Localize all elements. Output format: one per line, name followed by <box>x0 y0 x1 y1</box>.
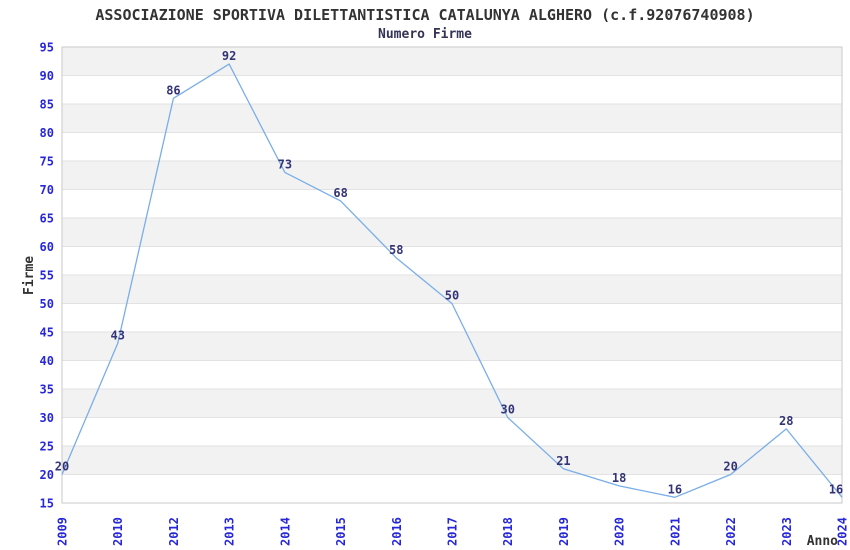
plot-band <box>62 446 842 475</box>
point-label: 20 <box>723 460 737 474</box>
point-label: 16 <box>668 482 682 496</box>
plot-band <box>62 104 842 133</box>
y-tick-label: 15 <box>40 497 54 511</box>
plot-band <box>62 417 842 446</box>
plot-band <box>62 360 842 389</box>
point-label: 21 <box>556 454 570 468</box>
x-tick-label: 2009 <box>56 517 70 546</box>
plot-band <box>62 246 842 275</box>
x-tick-label: 2018 <box>501 517 515 546</box>
point-label: 16 <box>829 482 843 496</box>
point-label: 50 <box>445 289 459 303</box>
plot-band <box>62 132 842 161</box>
x-tick-label: 2013 <box>223 517 237 546</box>
point-label: 92 <box>222 49 236 63</box>
y-tick-label: 65 <box>40 212 54 226</box>
plot-band <box>62 303 842 332</box>
plot-band <box>62 47 842 76</box>
plot-band <box>62 189 842 218</box>
x-tick-label: 2016 <box>390 517 404 546</box>
y-axis-title: Firme <box>22 256 37 295</box>
plot-band <box>62 275 842 304</box>
x-tick-label: 2024 <box>836 517 850 546</box>
plot-band <box>62 75 842 104</box>
point-label: 20 <box>55 460 69 474</box>
x-tick-label: 2014 <box>278 517 292 546</box>
x-axis-title: Anno <box>807 534 838 549</box>
point-label: 28 <box>779 414 793 428</box>
y-tick-label: 80 <box>40 126 54 140</box>
plot-band <box>62 389 842 418</box>
point-label: 86 <box>166 83 180 97</box>
y-tick-label: 30 <box>40 411 54 425</box>
y-tick-label: 55 <box>40 269 54 283</box>
x-tick-label: 2012 <box>167 517 181 546</box>
point-label: 43 <box>110 328 124 342</box>
point-label: 30 <box>500 403 514 417</box>
chart-subtitle: Numero Firme <box>378 27 472 42</box>
y-tick-label: 85 <box>40 98 54 112</box>
line-series <box>61 63 843 498</box>
x-tick-label: 2015 <box>334 517 348 546</box>
plot-band <box>62 332 842 361</box>
y-tick-label: 70 <box>40 183 54 197</box>
x-tick-label: 2010 <box>111 517 125 546</box>
point-label: 68 <box>333 186 347 200</box>
y-tick-label: 50 <box>40 297 54 311</box>
plot-band <box>62 161 842 190</box>
y-tick-label: 95 <box>40 41 54 55</box>
y-tick-label: 35 <box>40 383 54 397</box>
y-tick-label: 90 <box>40 69 54 83</box>
y-tick-label: 60 <box>40 240 54 254</box>
plot-border <box>61 46 843 504</box>
point-label: 73 <box>278 157 292 171</box>
point-label: 58 <box>389 243 403 257</box>
y-tick-label: 75 <box>40 155 54 169</box>
plot-band <box>62 474 842 503</box>
x-tick-label: 2021 <box>668 517 682 546</box>
chart-title: ASSOCIAZIONE SPORTIVA DILETTANTISTICA CA… <box>95 6 755 24</box>
x-tick-label: 2019 <box>557 517 571 546</box>
point-label: 18 <box>612 471 626 485</box>
x-tick-label: 2017 <box>446 517 460 546</box>
y-tick-label: 20 <box>40 468 54 482</box>
y-tick-label: 25 <box>40 440 54 454</box>
y-tick-label: 45 <box>40 326 54 340</box>
x-tick-label: 2022 <box>724 517 738 546</box>
x-tick-label: 2023 <box>780 517 794 546</box>
x-tick-label: 2020 <box>613 517 627 546</box>
y-tick-label: 40 <box>40 354 54 368</box>
plot-band <box>62 218 842 247</box>
